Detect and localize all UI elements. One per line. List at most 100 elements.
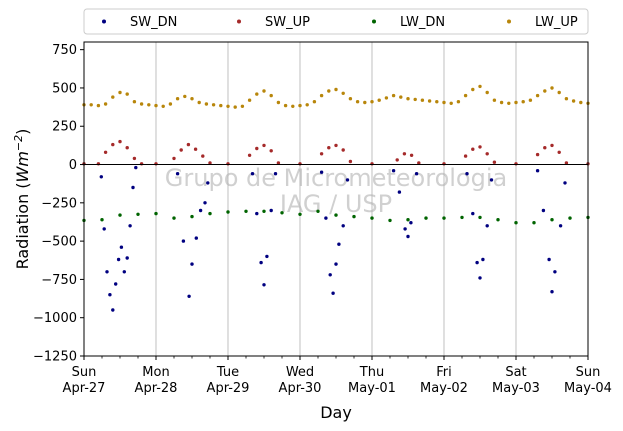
data-point — [403, 227, 407, 231]
data-point — [131, 185, 135, 190]
legend-marker — [102, 19, 106, 24]
x-axis: SunApr-27MonApr-28TueApr-29WedApr-30ThuM… — [63, 356, 612, 396]
series-sw-up — [82, 139, 590, 166]
legend-box — [83, 8, 589, 35]
data-point — [324, 216, 328, 220]
data-point — [298, 103, 302, 108]
y-axis-title: Radiation (Wm−2) — [12, 129, 32, 270]
data-point — [181, 239, 186, 243]
data-point — [414, 172, 419, 176]
data-point — [114, 282, 118, 286]
data-point — [118, 90, 122, 95]
x-tick-label: Tue — [216, 365, 239, 380]
data-point — [352, 214, 356, 219]
data-point — [337, 242, 341, 246]
data-point — [492, 98, 497, 102]
data-point — [197, 100, 201, 105]
series-lw-dn — [82, 209, 590, 225]
data-point — [568, 216, 572, 220]
data-point — [417, 161, 421, 165]
data-point — [276, 100, 281, 105]
data-point — [334, 262, 338, 266]
watermark-line-1: Grupo de Micrometeorologia — [165, 164, 507, 192]
data-point — [262, 143, 266, 148]
data-point — [283, 103, 288, 108]
x-tick-label: Apr-30 — [279, 381, 322, 396]
data-point — [535, 152, 540, 157]
data-point — [442, 100, 446, 105]
y-tick-label: 750 — [52, 43, 77, 58]
series-sw-dn — [99, 165, 567, 312]
data-point — [355, 100, 360, 104]
data-point — [406, 234, 410, 239]
x-tick-label: May-02 — [420, 381, 468, 396]
data-point — [172, 156, 176, 161]
data-point — [319, 93, 324, 98]
data-point — [139, 102, 144, 106]
legend-label: LW_UP — [535, 15, 578, 30]
y-tick-label: 250 — [52, 120, 77, 135]
data-point — [219, 103, 223, 108]
data-point — [496, 218, 500, 222]
x-tick-label: Sun — [576, 365, 601, 380]
data-point — [255, 211, 259, 216]
data-point — [397, 190, 402, 194]
data-point — [194, 236, 198, 240]
data-point — [111, 308, 115, 312]
data-point — [203, 201, 207, 205]
data-point — [327, 89, 331, 93]
y-tick-label: −500 — [41, 235, 77, 250]
data-point — [550, 86, 554, 90]
data-point — [471, 211, 475, 216]
data-point — [190, 262, 194, 266]
data-point — [226, 210, 230, 214]
x-tick-label: May-01 — [348, 381, 396, 396]
data-point — [402, 152, 407, 156]
data-point — [489, 178, 494, 182]
plot-background — [84, 42, 588, 356]
data-point — [262, 89, 266, 93]
data-point — [475, 260, 479, 265]
data-point — [449, 101, 453, 106]
data-point — [175, 172, 180, 176]
data-point — [499, 100, 504, 105]
y-tick-label: −1250 — [33, 350, 77, 365]
data-point — [122, 270, 127, 274]
data-point — [492, 160, 497, 164]
data-point — [409, 221, 413, 225]
data-point — [564, 97, 569, 101]
data-point — [460, 215, 464, 220]
legend-marker — [372, 19, 376, 24]
data-point — [118, 139, 122, 144]
data-point — [348, 97, 353, 101]
data-point — [341, 224, 345, 228]
x-tick-label: May-04 — [564, 381, 612, 396]
data-point — [348, 159, 353, 164]
data-point — [262, 283, 266, 287]
data-point — [427, 99, 432, 103]
watermark: Grupo de Micrometeorologia IAG / USP — [165, 164, 507, 218]
data-point — [341, 91, 345, 96]
data-point — [103, 150, 108, 154]
data-point — [134, 165, 138, 170]
data-point — [463, 93, 468, 98]
data-point — [116, 257, 121, 262]
data-point — [255, 146, 259, 151]
data-point — [269, 208, 273, 213]
data-point — [331, 291, 335, 295]
data-point — [186, 142, 191, 147]
data-point — [208, 161, 212, 165]
data-point — [118, 213, 122, 217]
data-point — [208, 211, 212, 216]
data-point — [553, 270, 557, 274]
data-point — [388, 218, 392, 223]
data-point — [341, 148, 345, 152]
data-point — [298, 212, 302, 216]
data-point — [532, 221, 536, 225]
data-point — [319, 152, 324, 156]
data-point — [206, 181, 210, 185]
legend-marker — [237, 19, 241, 24]
x-tick-label: Apr-28 — [135, 381, 178, 396]
data-point — [413, 97, 417, 102]
x-tick-label: Apr-29 — [207, 381, 250, 396]
